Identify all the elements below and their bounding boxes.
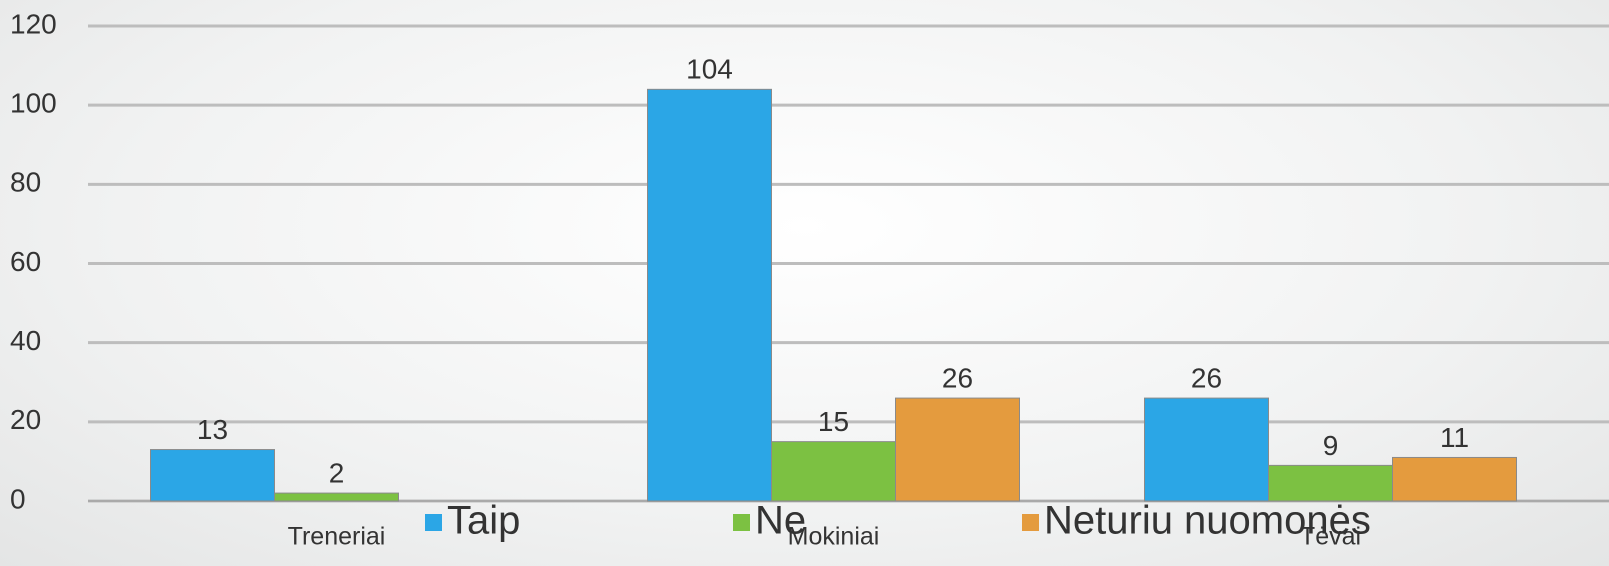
- y-tick-label: 80: [10, 167, 41, 198]
- x-tick-label: Mokiniai: [788, 523, 880, 551]
- y-tick-label: 100: [10, 88, 57, 119]
- bar: [895, 397, 1020, 502]
- data-label: 9: [1323, 430, 1339, 461]
- x-tick-label: Treneriai: [288, 523, 386, 551]
- data-label: 15: [818, 406, 849, 437]
- legend-swatch: [1022, 514, 1039, 531]
- data-label: 2: [329, 457, 345, 488]
- data-label: 104: [686, 54, 733, 85]
- data-label: 26: [1191, 362, 1222, 393]
- x-tick-label: Tėvai: [1300, 523, 1361, 551]
- bar: [1144, 397, 1269, 502]
- data-label: 26: [942, 362, 973, 393]
- bar: [647, 88, 772, 502]
- y-tick-label: 20: [10, 404, 41, 435]
- data-label: 11: [1440, 422, 1469, 453]
- legend-swatch: [425, 514, 442, 531]
- legend-swatch: [733, 514, 750, 531]
- legend-label: Ne: [755, 499, 806, 543]
- y-tick-label: 60: [10, 246, 41, 277]
- bar: [274, 492, 399, 502]
- legend-label: Neturiu nuomonės: [1044, 499, 1371, 543]
- legend-label: Taip: [447, 499, 520, 543]
- data-label: 13: [197, 414, 228, 445]
- bar: [1392, 456, 1517, 502]
- bar: [771, 441, 896, 502]
- y-tick-label: 0: [10, 483, 26, 514]
- bar: [150, 449, 275, 502]
- y-tick-label: 120: [10, 8, 57, 39]
- bar: [1268, 464, 1393, 502]
- y-tick-label: 40: [10, 325, 41, 356]
